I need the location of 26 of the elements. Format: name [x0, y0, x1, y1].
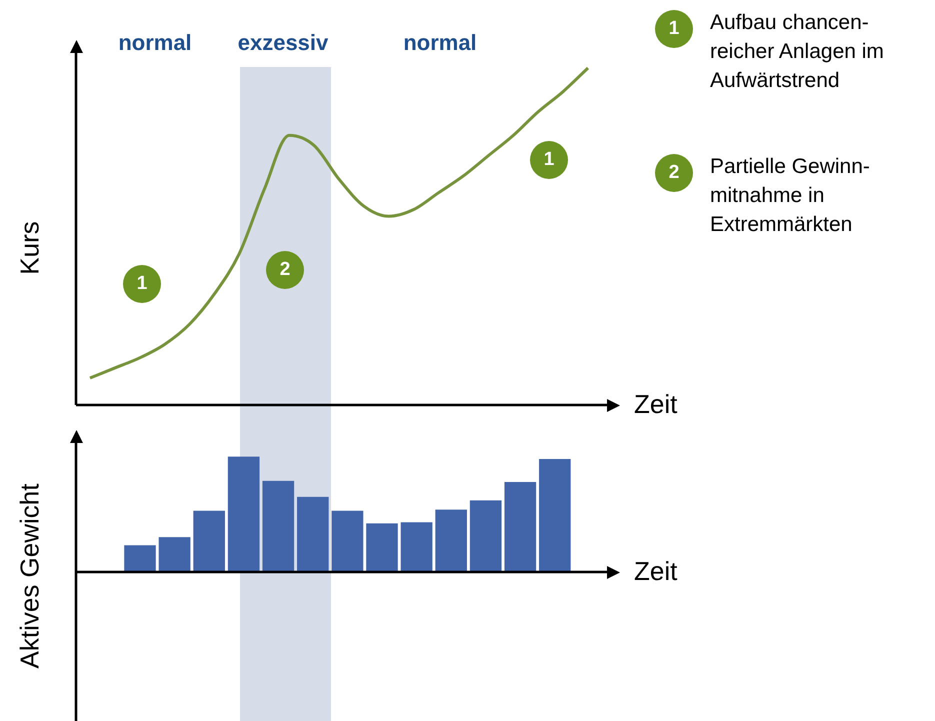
text: Partielle Gewinn- mitnahme in Extremmärkten — [710, 154, 870, 238]
bar — [228, 456, 260, 572]
bar — [297, 496, 329, 572]
bar — [262, 480, 294, 572]
bar — [332, 510, 364, 572]
x-axis-title: Zeit — [634, 389, 678, 420]
y-axis-title: Aktives Gewicht — [14, 483, 46, 668]
number-badge: 1 — [123, 265, 161, 303]
text: Aufbau chancen- reicher Anlagen im Aufwärtstrend — [710, 10, 884, 94]
x-axis-title: Zeit — [634, 556, 678, 587]
bar — [158, 537, 190, 572]
number-badge: 1 — [530, 141, 568, 179]
text: normal — [403, 30, 477, 56]
text: normal — [118, 30, 192, 56]
bar — [470, 500, 502, 572]
bar — [124, 545, 156, 572]
bar — [504, 482, 536, 572]
number-badge: 2 — [655, 154, 693, 192]
y-axis-title: Kurs — [14, 220, 46, 274]
bar — [193, 510, 225, 572]
bar — [400, 522, 432, 572]
bar — [539, 458, 571, 572]
bar — [435, 510, 467, 572]
bar — [366, 523, 398, 572]
number-badge: 1 — [655, 10, 693, 48]
text: exzessiv — [238, 30, 328, 56]
